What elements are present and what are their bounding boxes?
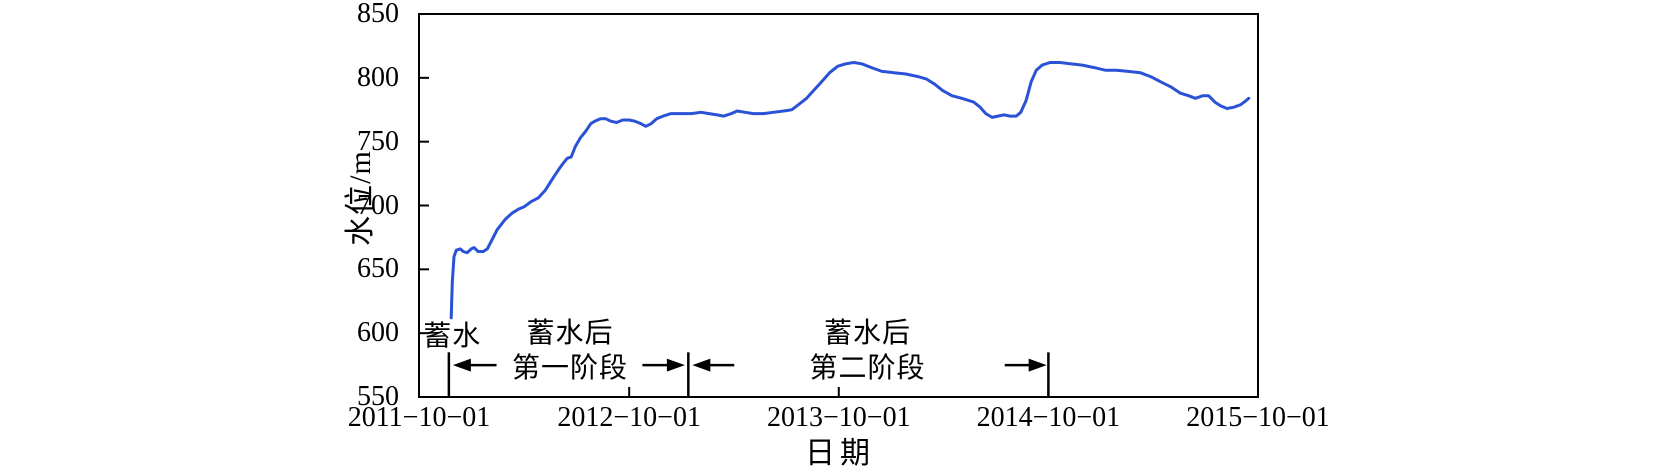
x-tick-label: 2015−10−01 bbox=[1186, 402, 1330, 433]
y-tick-label: 850 bbox=[357, 0, 399, 29]
y-tick-label: 600 bbox=[357, 317, 399, 349]
y-tick-label: 750 bbox=[357, 125, 399, 157]
phase-label: 第一阶段 bbox=[512, 352, 629, 384]
x-tick-label: 2014−10−01 bbox=[976, 402, 1121, 433]
phase-label: 蓄水后 bbox=[823, 318, 912, 350]
stage-arrow-head bbox=[452, 358, 471, 372]
stage-arrow-head bbox=[666, 358, 685, 372]
water-level-curve bbox=[449, 61, 1251, 320]
y-tick-label: 650 bbox=[357, 253, 399, 285]
phase-label: 第二阶段 bbox=[809, 352, 926, 384]
y-tick-label: 550 bbox=[357, 381, 399, 412]
phase-label: 蓄水 bbox=[423, 320, 482, 352]
stage-arrow-head bbox=[1028, 358, 1047, 372]
y-axis-title: 水位/m bbox=[344, 150, 377, 246]
x-tick-label: 2011−10−01 bbox=[347, 402, 491, 433]
y-tick-label: 700 bbox=[357, 189, 399, 221]
x-axis-title: 日期 bbox=[805, 437, 875, 468]
x-tick-label: 2012−10−01 bbox=[557, 402, 701, 433]
stage-arrow-head bbox=[692, 358, 711, 372]
y-tick-label: 800 bbox=[357, 61, 399, 93]
x-tick-label: 2013−10−01 bbox=[766, 402, 911, 433]
phase-label: 蓄水后 bbox=[526, 318, 614, 350]
